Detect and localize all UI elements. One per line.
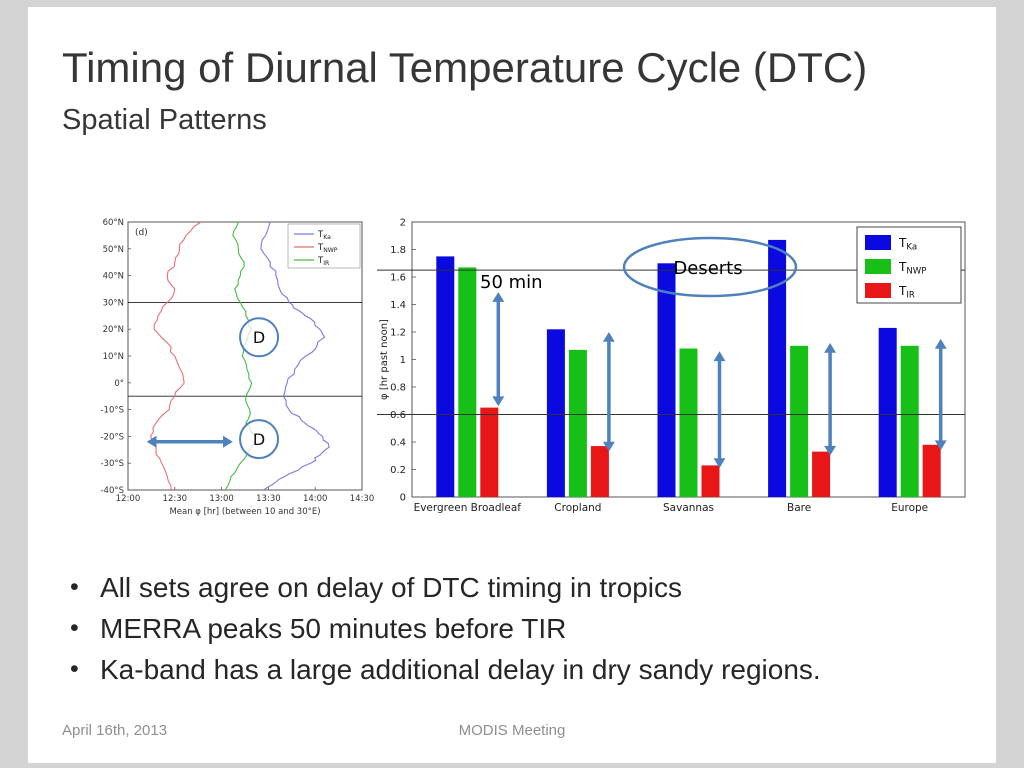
bar-T_NWP-1 [568,349,587,497]
bar-T_IR-0 [480,407,499,497]
bar-T_IR-4 [922,444,941,498]
x-tick-label: 14:30 [350,494,375,504]
bullet-list: All sets agree on delay of DTC timing in… [62,572,972,695]
y-tick-label: 0 [400,493,406,504]
legend-label: TKa [317,230,331,241]
delay-arrow [492,292,505,407]
line-series-T_Ka [260,221,330,491]
bar-T_Ka-0 [436,256,455,497]
slide-subtitle: Spatial Patterns [62,104,267,136]
landcover-timing-bar-chart: 0 0.2 0.4 0.6 0.8 1 1.2 1.4 1.6 1.8 2 φ [hr past no… [377,218,966,514]
bar-T_NWP-0 [458,267,477,497]
y-tick-label: 50°N [103,245,124,255]
y-tick-label: 20°N [103,325,124,335]
bar-T_NWP-2 [679,348,698,497]
d-circle-annotation [239,317,280,358]
category-label: Cropland [554,502,601,514]
y-tick-label: 0.8 [390,383,406,394]
fifty-min-label: 50 min [480,272,543,293]
footer-event: MODIS Meeting [458,722,566,739]
y-axis-label: φ [hr past noon] [379,319,390,400]
y-tick-label: 30°N [103,298,124,308]
y-tick-label: -10°S [100,406,124,416]
y-tick-label: 0.2 [390,465,406,476]
viewer-margin-bottom [0,763,1024,768]
delay-arrow [602,332,615,452]
bar-T_Ka-2 [657,263,676,498]
y-tick-label: -20°S [100,432,124,442]
deserts-ellipse [622,236,798,298]
legend-swatch-T_Ka [865,235,891,250]
y-tick-label: 60°N [103,218,124,228]
bullet-item: Ka-band has a large additional delay in … [62,654,972,686]
footer-date: April 16th, 2013 [62,722,168,739]
y-tick-label: -30°S [100,459,124,469]
x-tick-label: 13:30 [256,494,281,504]
bullet-item: All sets agree on delay of DTC timing in… [62,572,972,604]
y-tick-label: 40°N [103,272,124,282]
viewer-margin-top [0,0,1024,7]
delay-arrow [934,338,947,451]
bar-T_NWP-3 [790,345,809,498]
x-tick-label: 13:00 [209,494,234,504]
legend-label: TKa [898,236,917,253]
y-tick-label: 0.4 [390,438,406,449]
d-circle-label: D [253,430,265,449]
y-tick-label: 10°N [103,352,124,362]
category-label: Europe [891,502,928,514]
d-circle-annotation [239,419,280,460]
d-circle-label: D [253,328,265,347]
bullet-item: MERRA peaks 50 minutes before TIR [62,613,972,645]
viewer-margin-left [0,0,28,768]
legend-swatch-T_IR [865,283,891,298]
bar-T_IR-2 [701,465,720,497]
viewer-margin-right [996,0,1024,768]
y-tick-label: 1 [400,355,406,366]
y-tick-label: 0.6 [390,410,406,421]
category-label: Savannas [663,502,714,514]
y-tick-label: 1.4 [390,300,406,311]
legend-box [287,223,361,269]
y-tick-label: -40°S [100,486,124,496]
category-label: Evergreen Broadleaf [414,502,522,514]
x-axis-label: Mean φ [hr] (between 10 and 30°E) [169,507,320,517]
y-tick-label: 1.6 [390,273,406,284]
bar-T_Ka-1 [546,329,565,498]
y-tick-label: 1.2 [390,328,406,339]
bar-T_NWP-4 [900,345,919,498]
panel-label: (d) [135,228,148,238]
legend-swatch-T_NWP [865,259,891,274]
bar-T_IR-1 [590,446,609,497]
legend-label: TIR [898,284,915,301]
bar-T_IR-3 [812,451,831,497]
bar-T_Ka-3 [768,239,787,497]
x-tick-label: 14:00 [303,494,328,504]
y-tick-label: 2 [400,218,406,229]
slide-footer: April 16th, 2013 MODIS Meeting [62,722,962,752]
y-tick-label: 0° [114,379,124,389]
legend-label: TNWP [898,260,926,277]
bar-T_Ka-4 [878,327,897,497]
delay-arrow [824,343,836,456]
deserts-label: Deserts [673,258,742,279]
delay-arrow [146,435,233,448]
legend-label: TIR [317,256,330,267]
x-tick-label: 12:00 [116,494,141,504]
y-tick-label: 1.8 [390,245,406,256]
x-tick-label: 12:30 [163,494,188,504]
legend-label: TNWP [317,243,338,254]
slide-title: Timing of Diurnal Temperature Cycle (DTC… [62,44,868,91]
latitude-timing-line-chart: 60°N 50°N 40°N 30°N 20°N 10°N 0° -10°S -20°S -30°… [100,218,375,517]
category-label: Bare [787,502,811,514]
delay-arrow [713,351,726,469]
